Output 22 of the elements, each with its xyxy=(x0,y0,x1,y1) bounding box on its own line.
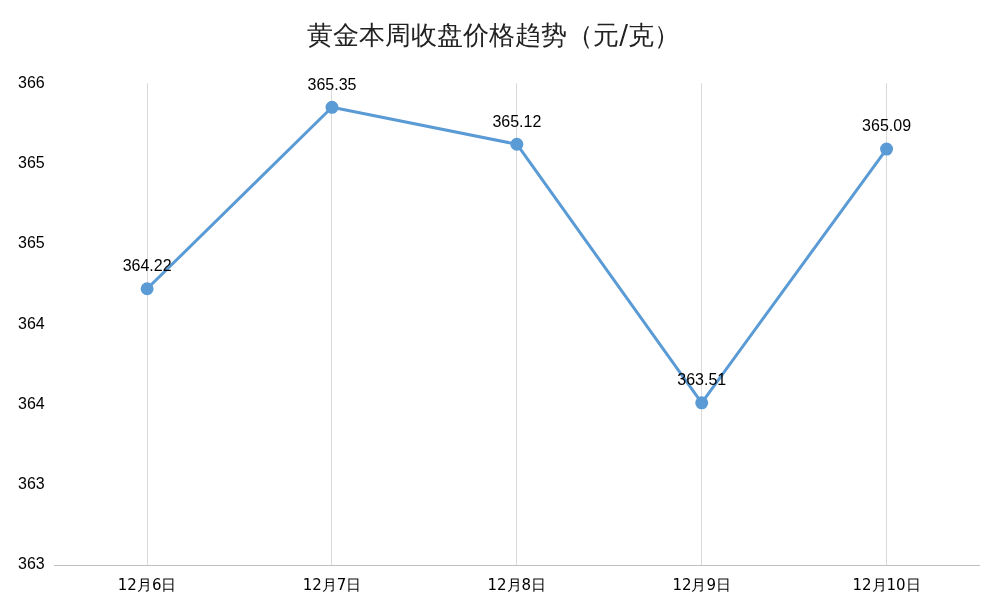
data-label: 365.12 xyxy=(492,112,542,130)
data-label: 365.35 xyxy=(307,75,357,93)
chart-title: 黄金本周收盘价格趋势（元/克） xyxy=(307,20,680,51)
y-tick-label: 363 xyxy=(17,475,45,493)
x-tick-label: 12月7日 xyxy=(302,575,362,594)
y-tick-label: 363 xyxy=(17,555,45,573)
x-tick-label: 12月6日 xyxy=(117,575,177,594)
point xyxy=(695,396,709,410)
point xyxy=(510,137,524,151)
data-label: 365.09 xyxy=(862,117,912,135)
x-tick-label: 12月9日 xyxy=(672,575,732,594)
y-tick-label: 364 xyxy=(17,394,45,412)
y-tick-label: 365 xyxy=(17,153,45,171)
y-tick-label: 365 xyxy=(17,234,45,252)
x-tick-label: 12月8日 xyxy=(487,575,547,594)
point xyxy=(140,282,154,296)
y-tick-label: 366 xyxy=(17,73,45,91)
point xyxy=(325,100,339,114)
x-tick-label: 12月10日 xyxy=(852,575,921,594)
point xyxy=(880,142,894,156)
y-tick-label: 364 xyxy=(17,314,45,332)
data-label: 364.22 xyxy=(122,257,172,275)
